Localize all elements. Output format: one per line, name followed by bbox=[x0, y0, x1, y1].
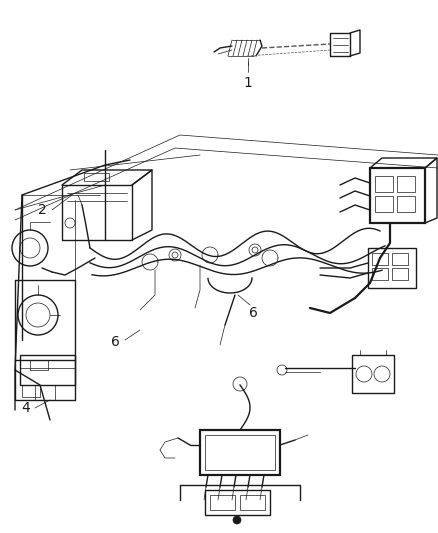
Bar bbox=[368, 248, 416, 288]
Bar bbox=[397, 176, 415, 192]
Bar bbox=[205, 435, 275, 470]
Bar bbox=[20, 355, 75, 385]
Bar bbox=[62, 185, 132, 240]
Bar bbox=[205, 490, 270, 515]
Bar bbox=[392, 268, 408, 280]
Bar bbox=[375, 176, 393, 192]
Bar bbox=[352, 355, 394, 393]
Bar bbox=[375, 196, 393, 212]
Text: 1: 1 bbox=[244, 76, 252, 90]
Text: 6: 6 bbox=[248, 306, 258, 320]
Text: 4: 4 bbox=[21, 401, 30, 415]
Bar bbox=[84, 173, 109, 181]
Bar bbox=[200, 430, 280, 475]
Text: 2: 2 bbox=[38, 203, 46, 217]
Bar bbox=[210, 495, 235, 510]
Bar bbox=[370, 168, 425, 223]
Bar bbox=[372, 268, 388, 280]
Bar bbox=[392, 253, 408, 265]
Bar bbox=[397, 196, 415, 212]
Bar bbox=[240, 495, 265, 510]
Text: 6: 6 bbox=[110, 335, 120, 349]
Bar bbox=[30, 360, 48, 370]
Circle shape bbox=[233, 516, 241, 524]
Bar bbox=[22, 385, 40, 397]
Bar bbox=[372, 253, 388, 265]
